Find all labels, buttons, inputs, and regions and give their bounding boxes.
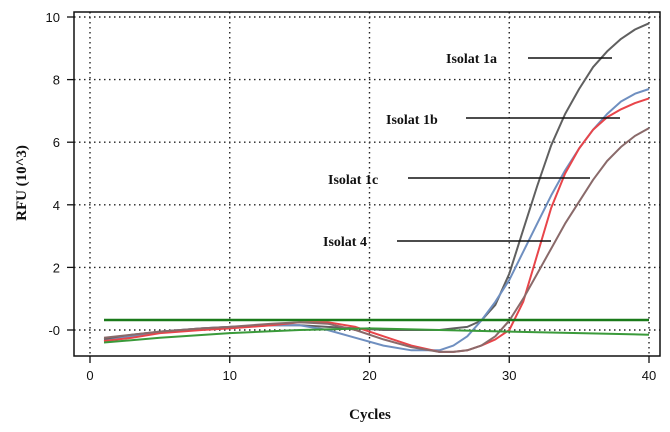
y-tick-label: 10 xyxy=(46,10,60,25)
x-axis-title: Cycles xyxy=(349,407,391,423)
annotation-label: Isolat 1b xyxy=(386,113,438,128)
series-line-s3 xyxy=(103,97,650,353)
y-axis-title: RFU (10^3) xyxy=(14,145,30,221)
x-tick-label: 20 xyxy=(362,368,376,383)
x-tick-label: 10 xyxy=(223,368,237,383)
x-tick-label: 30 xyxy=(502,368,516,383)
y-tick-label: 8 xyxy=(53,73,60,88)
annotation-label: Isolat 4 xyxy=(323,235,367,250)
y-tick-label: -0 xyxy=(48,323,60,338)
plot-frame xyxy=(73,11,661,357)
plot-border xyxy=(73,11,661,357)
annotation-label: Isolat 1a xyxy=(446,52,497,67)
axis-ticks: 0 10 20 30 40 -0 2 4 6 8 10 xyxy=(46,10,657,383)
y-tick-label: 4 xyxy=(53,198,60,213)
x-tick-label: 0 xyxy=(86,368,93,383)
y-tick-label: 2 xyxy=(53,260,60,275)
series-line-s4 xyxy=(103,127,650,353)
annotation-label: Isolat 1c xyxy=(328,173,378,188)
series-line-s5 xyxy=(103,327,650,344)
x-tick-label: 40 xyxy=(642,368,656,383)
y-tick-label: 6 xyxy=(53,135,60,150)
series-lines xyxy=(103,22,650,353)
annotations: Isolat 1a Isolat 1b Isolat 1c Isolat 4 xyxy=(323,52,620,250)
